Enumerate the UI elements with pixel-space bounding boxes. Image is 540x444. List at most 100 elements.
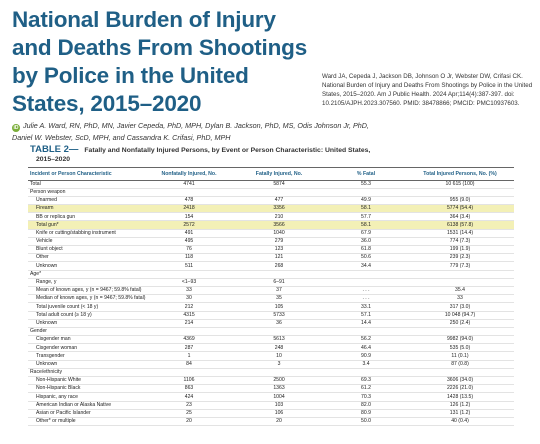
row-cell: 248	[232, 343, 326, 353]
table-row: Blunt object 76 123 61.8 199 (1.9)	[28, 245, 514, 255]
row-cell: 5774 (54.4)	[406, 204, 514, 214]
row-cell: 61.8	[326, 245, 406, 255]
row-label: Total adult count (≥ 18 y)	[28, 311, 146, 320]
row-cell: 50.6	[326, 253, 406, 263]
row-label: Knife or cutting/stabbing instrument	[28, 229, 146, 238]
row-cell: 279	[232, 237, 326, 247]
row-cell: 20	[146, 417, 232, 427]
row-cell: 37	[232, 286, 326, 296]
row-cell: 80.9	[326, 409, 406, 418]
row-cell: 199 (1.9)	[406, 245, 514, 255]
row-cell: 34.4	[326, 261, 406, 271]
row-cell: 477	[232, 196, 326, 206]
row-cell: 1531 (14.4)	[406, 229, 514, 238]
table-row: Other 118 121 50.6 239 (2.3)	[28, 253, 514, 263]
row-cell: 3	[232, 360, 326, 369]
row-label: Total gun*	[28, 220, 146, 230]
row-cell: 154	[146, 212, 232, 222]
table-row: Hispanic, any race 424 1004 70.3 1428 (13.5)	[28, 392, 514, 402]
table-row: Transgender 1 10 90.9 11 (0.1)	[28, 351, 514, 361]
row-cell: 87 (0.8)	[406, 360, 514, 369]
row-cell: 36.0	[326, 237, 406, 247]
row-cell	[326, 278, 406, 287]
row-cell	[406, 327, 514, 337]
row-label: Unknown	[28, 360, 146, 369]
table-caption-line-1: Fatally and Nonfatally Injured Persons, …	[84, 147, 371, 154]
row-cell: 61.2	[326, 384, 406, 394]
table-row: Non-Hispanic White 1106 2500 69.3 3606 (34.0…	[28, 376, 514, 386]
row-cell: 210	[232, 212, 326, 222]
table-row: Total juvenile count (< 18 y) 212 105 33.1 3…	[28, 302, 514, 312]
table-caption-line-2: 2015–2020	[36, 156, 71, 163]
row-label: Total juvenile count (< 18 y)	[28, 302, 146, 312]
row-cell: 424	[146, 392, 232, 402]
row-label: BB or replica gun	[28, 212, 146, 222]
row-cell: 863	[146, 384, 232, 394]
table-caption: TABLE 2— Fatally and Nonfatally Injured P…	[28, 145, 514, 168]
row-cell: 2226 (21.0)	[406, 384, 514, 394]
row-cell: 1363	[232, 384, 326, 394]
row-cell: 495	[146, 237, 232, 247]
row-cell: 57.7	[326, 212, 406, 222]
row-label: Hispanic, any race	[28, 392, 146, 402]
row-cell: 4741	[146, 180, 232, 189]
row-cell: 69.3	[326, 376, 406, 386]
table-row: Asian or Pacific Islander 25 106 80.9 131 (1…	[28, 409, 514, 418]
row-label: Cisgender woman	[28, 343, 146, 353]
row-cell: 105	[232, 302, 326, 312]
row-cell	[406, 278, 514, 287]
row-label: Unarmed	[28, 196, 146, 206]
row-cell: 2418	[146, 204, 232, 214]
row-cell: 3566	[232, 220, 326, 230]
table-row: Unknown 511 268 34.4 779 (7.3)	[28, 261, 514, 271]
row-cell: 364 (3.4)	[406, 212, 514, 222]
row-cell: 11 (0.1)	[406, 351, 514, 361]
row-label: Total	[28, 180, 146, 189]
row-cell	[406, 270, 514, 279]
table-header-row: Incident or Person Characteristic Nonfat…	[28, 168, 514, 181]
table-row: Person weapon	[28, 188, 514, 197]
table-row: Unknown 214 36 14.4 250 (2.4)	[28, 319, 514, 328]
row-label: Mean of known ages, y (n = 9467; 59.8% f…	[28, 286, 146, 296]
row-cell: . . .	[326, 286, 406, 296]
table-row: Age*	[28, 270, 514, 279]
row-label: Vehicle	[28, 237, 146, 247]
row-cell: 9982 (94.0)	[406, 335, 514, 345]
table-row: BB or replica gun 154 210 57.7 364 (3.4)	[28, 212, 514, 222]
row-cell: 5733	[232, 311, 326, 320]
table-row: Unknown 84 3 3.4 87 (0.8)	[28, 360, 514, 369]
row-cell: 50.0	[326, 417, 406, 427]
row-cell: 123	[232, 245, 326, 255]
row-cell: 3606 (34.0)	[406, 376, 514, 386]
row-cell	[406, 188, 514, 197]
row-cell: 131 (1.2)	[406, 409, 514, 418]
table-row: Non-Hispanic Black 863 1363 61.2 2226 (21.0)	[28, 384, 514, 394]
row-cell: 478	[146, 196, 232, 206]
row-cell: 239 (2.3)	[406, 253, 514, 263]
row-cell: 317 (3.0)	[406, 302, 514, 312]
row-cell: 36	[232, 319, 326, 328]
row-cell: 955 (9.0)	[406, 196, 514, 206]
table-row: Race/ethnicity	[28, 368, 514, 378]
row-cell	[146, 368, 232, 378]
row-label: Cisgender man	[28, 335, 146, 345]
row-label: Non-Hispanic White	[28, 376, 146, 386]
row-label: Firearm	[28, 204, 146, 214]
row-cell: 35	[232, 294, 326, 304]
row-cell	[406, 368, 514, 378]
row-cell: 58.1	[326, 220, 406, 230]
orcid-icon[interactable]: iD	[12, 124, 20, 132]
table-row: Total adult count (≥ 18 y) 4315 5733 57.1 10…	[28, 311, 514, 320]
row-cell: 67.9	[326, 229, 406, 238]
row-cell: 5613	[232, 335, 326, 345]
row-label: Other	[28, 253, 146, 263]
authors-line-2: Daniel W. Webster, ScD, MPH, and Cassand…	[12, 133, 231, 142]
row-cell	[326, 270, 406, 279]
table-row: Range, y <1–93 6–91	[28, 278, 514, 287]
row-cell: 106	[232, 409, 326, 418]
table-row: Total gun* 2572 3566 58.1 6138 (57.8)	[28, 220, 514, 230]
row-cell: 70.3	[326, 392, 406, 402]
table-row: Total 4741 5874 55.3 10 615 (100)	[28, 180, 514, 189]
row-label: Age*	[28, 270, 146, 279]
table-row: Unarmed 478 477 49.9 955 (9.0)	[28, 196, 514, 206]
